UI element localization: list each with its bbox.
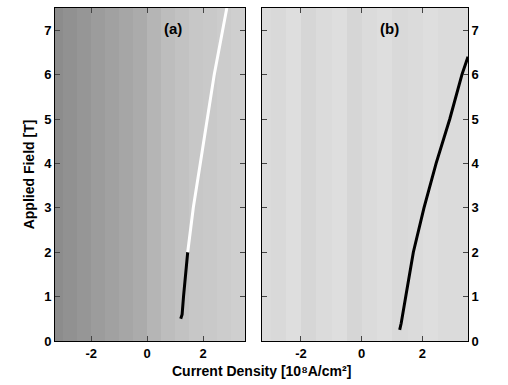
svg-text:0: 0 [44,334,51,349]
svg-text:Applied Field [T]: Applied Field [T] [21,120,37,230]
svg-text:2: 2 [472,245,479,260]
svg-text:Current Density [10⁸A/cm²]: Current Density [10⁸A/cm²] [172,363,351,379]
svg-text:7: 7 [472,23,479,38]
svg-text:(a): (a) [164,20,182,37]
svg-text:4: 4 [472,156,480,171]
svg-text:2: 2 [419,346,426,361]
svg-text:1: 1 [44,289,51,304]
svg-text:6: 6 [472,67,479,82]
svg-text:5: 5 [472,112,479,127]
svg-text:-2: -2 [295,346,307,361]
svg-text:0: 0 [358,346,365,361]
svg-text:3: 3 [472,200,479,215]
svg-text:0: 0 [472,334,479,349]
svg-text:6: 6 [44,67,51,82]
svg-text:1: 1 [472,289,479,304]
svg-text:3: 3 [44,200,51,215]
svg-text:-2: -2 [86,346,98,361]
svg-text:5: 5 [44,112,51,127]
svg-text:(b): (b) [380,20,399,37]
svg-text:7: 7 [44,23,51,38]
svg-text:0: 0 [144,346,151,361]
svg-text:2: 2 [199,346,206,361]
svg-text:4: 4 [44,156,52,171]
svg-text:2: 2 [44,245,51,260]
